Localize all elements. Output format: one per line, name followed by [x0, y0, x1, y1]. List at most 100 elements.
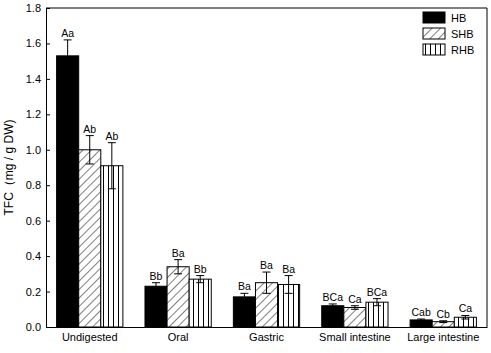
- error-cap: [152, 289, 160, 290]
- bar: [432, 322, 454, 327]
- tick-mark: [46, 79, 50, 80]
- y-axis: 0.00.20.40.60.81.01.21.41.61.8: [26, 2, 50, 333]
- error-cap: [108, 188, 116, 189]
- error-cap: [285, 293, 293, 294]
- error-cap: [86, 135, 94, 136]
- error-line: [111, 143, 112, 189]
- chart: AaBbBaBCaCabAbBaBaCaCbAbBbBaBCaCa0.00.20…: [0, 0, 491, 353]
- error-cap: [329, 303, 337, 304]
- bar: [410, 320, 432, 327]
- error-bar: [439, 321, 447, 323]
- error-line: [244, 293, 245, 300]
- tick: 1.4: [26, 73, 50, 85]
- significance-label: Ba: [238, 280, 251, 292]
- tick-label: Large intestine: [407, 331, 479, 343]
- legend-swatch: [423, 12, 445, 23]
- error-cap: [263, 293, 271, 294]
- tick-mark: [46, 185, 50, 186]
- error-bar: [373, 299, 381, 306]
- tick-mark: [46, 8, 50, 9]
- error-line: [465, 315, 466, 319]
- bar: [101, 166, 123, 327]
- significance-label: Bb: [150, 270, 163, 282]
- error-bar: [108, 143, 116, 189]
- error-cap: [174, 273, 182, 274]
- tick: 0.8: [26, 179, 50, 191]
- tick: Oral: [168, 327, 189, 343]
- error-line: [156, 283, 157, 290]
- legend-swatch: [423, 44, 445, 55]
- error-line: [288, 276, 289, 294]
- significance-label: Cab: [412, 306, 431, 318]
- tick-label: 0.0: [26, 321, 41, 333]
- bar: [167, 267, 189, 327]
- error-cap: [373, 298, 381, 299]
- tick-label: 0.2: [26, 286, 41, 298]
- error-cap: [417, 320, 425, 321]
- tick: 0.2: [26, 286, 50, 298]
- error-cap: [373, 305, 381, 306]
- error-cap: [86, 163, 94, 164]
- tick-label: Small intestine: [319, 331, 391, 343]
- tick: 0.4: [26, 250, 50, 262]
- plot: AaBbBaBCaCabAbBaBaCaCbAbBbBaBCaCa0.00.20…: [26, 2, 488, 343]
- legend-label: SHB: [451, 28, 474, 40]
- bar: [344, 308, 366, 327]
- error-cap: [108, 142, 116, 143]
- tick: Undigested: [62, 327, 118, 343]
- error-bar: [263, 272, 271, 293]
- tick-label: Gastric: [249, 331, 284, 343]
- legend: HBSHBRHB: [423, 12, 474, 56]
- tick-label: 1.8: [26, 2, 41, 14]
- annotations: AaBbBaBCaCabAbBaBaCaCbAbBbBaBCaCa: [61, 27, 472, 320]
- bar: [366, 302, 388, 327]
- tick: 1.2: [26, 108, 50, 120]
- error-bar: [86, 136, 94, 164]
- bar: [79, 150, 101, 327]
- error-cap: [285, 275, 293, 276]
- tick: 0.0: [26, 321, 50, 333]
- axis-line: [47, 327, 488, 328]
- error-line: [67, 40, 68, 72]
- error-cap: [461, 315, 469, 316]
- error-bar: [351, 306, 359, 310]
- legend-item: SHB: [423, 28, 474, 40]
- significance-label: Ab: [105, 130, 118, 142]
- error-line: [266, 272, 267, 293]
- legend-swatch: [423, 28, 445, 39]
- significance-label: Ca: [459, 302, 473, 314]
- axis-line: [46, 9, 47, 328]
- tick: Small intestine: [319, 327, 391, 343]
- series: [57, 40, 433, 327]
- error-bar: [329, 304, 337, 308]
- legend-label: RHB: [451, 44, 474, 56]
- significance-label: BCa: [367, 286, 388, 298]
- series: [79, 136, 455, 327]
- tick-mark: [46, 150, 50, 151]
- error-cap: [351, 305, 359, 306]
- significance-label: Aa: [61, 27, 74, 39]
- error-cap: [174, 259, 182, 260]
- error-bar: [461, 315, 469, 319]
- error-cap: [461, 319, 469, 320]
- tick: 0.6: [26, 215, 50, 227]
- tick-label: 0.6: [26, 215, 41, 227]
- tick-label: 0.8: [26, 179, 41, 191]
- bar: [57, 56, 79, 327]
- tick-label: Undigested: [62, 331, 118, 343]
- error-line: [200, 276, 201, 283]
- tick-mark: [46, 292, 50, 293]
- significance-label: BCa: [323, 291, 344, 303]
- error-line: [354, 306, 355, 310]
- tick-label: 1.6: [26, 37, 41, 49]
- error-bar: [174, 260, 182, 274]
- error-line: [178, 260, 179, 274]
- error-cap: [439, 320, 447, 321]
- tick: 1.8: [26, 2, 50, 14]
- error-bar: [285, 276, 293, 294]
- tick-label: 0.4: [26, 250, 41, 262]
- error-line: [376, 299, 377, 306]
- significance-label: Ca: [348, 293, 362, 305]
- error-cap: [240, 293, 248, 294]
- error-line: [332, 304, 333, 308]
